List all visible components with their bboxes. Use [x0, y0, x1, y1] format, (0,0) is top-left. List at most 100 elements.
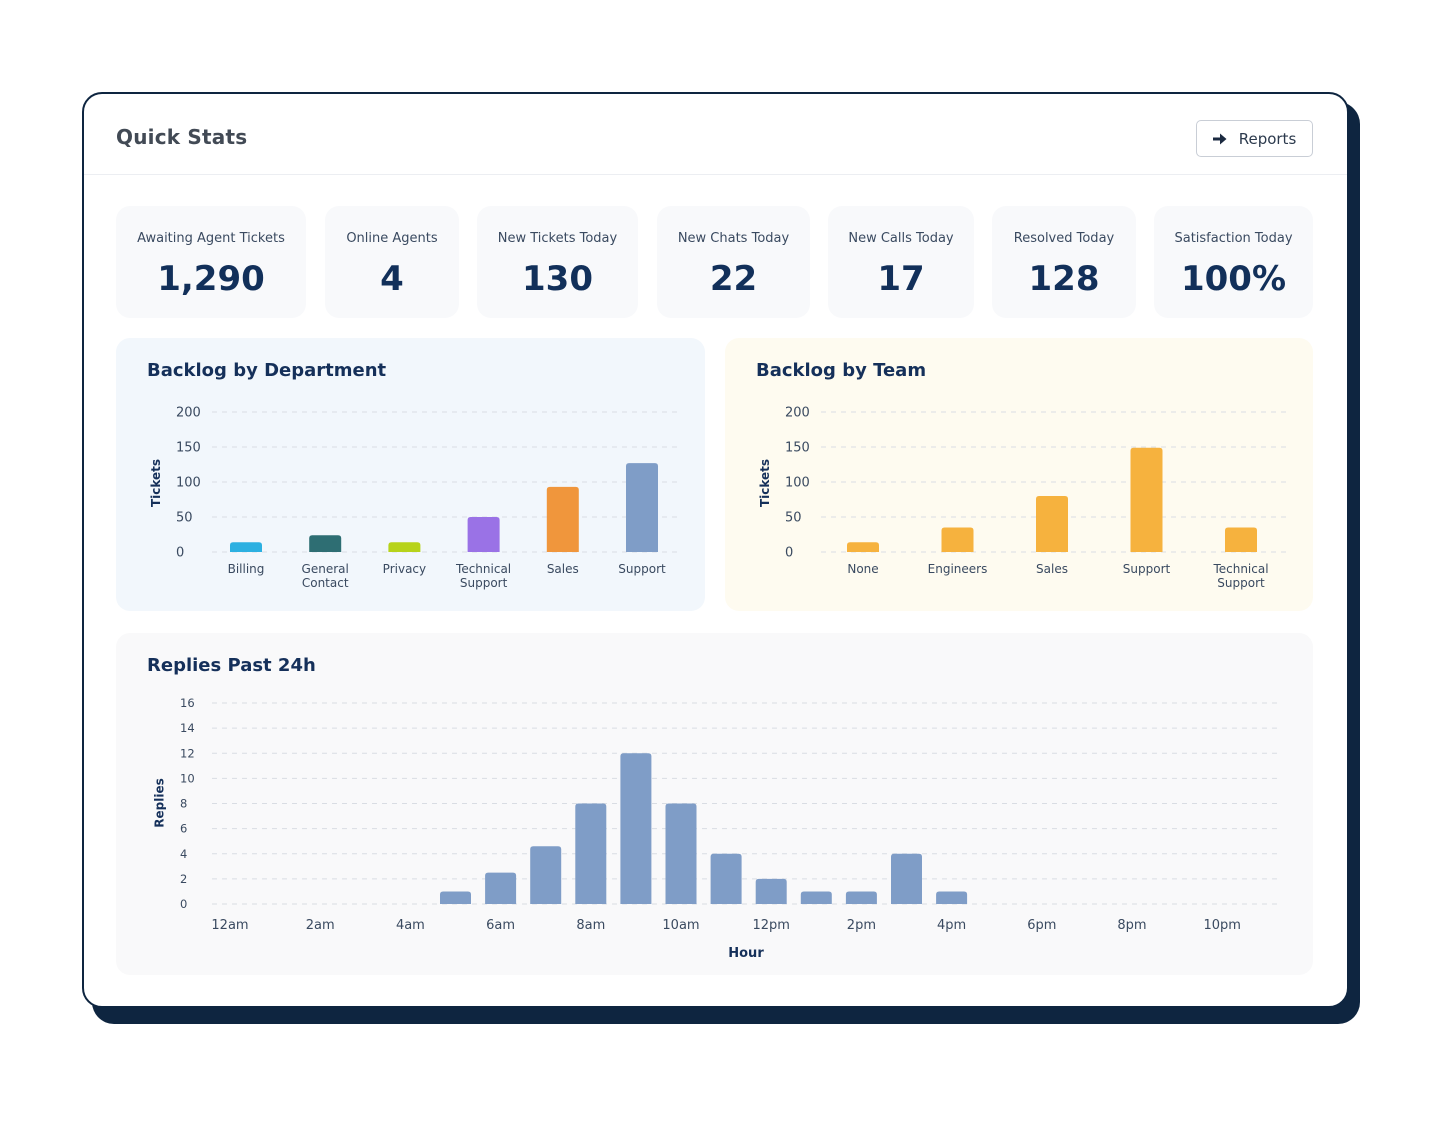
x-tick-label: Billing — [228, 562, 265, 576]
reports-button[interactable]: Reports — [1196, 120, 1313, 157]
x-tick-label: Contact — [302, 576, 349, 590]
x-tick-label: Technical — [455, 562, 511, 576]
y-tick-label: 0 — [785, 546, 793, 561]
reports-button-label: Reports — [1238, 129, 1297, 148]
bar — [388, 542, 421, 552]
backlog-by-department-panel: Backlog by Department Tickets 0 50 100 150 2… — [116, 338, 705, 611]
x-tick-label: Support — [1217, 576, 1265, 590]
bar — [847, 542, 879, 552]
bar — [620, 753, 652, 904]
panel-title: Replies Past 24h — [147, 655, 316, 676]
quick-stats-card: Quick Stats Reports Awaiting Agent Ticke… — [82, 92, 1349, 1008]
stat-card-awaiting-agent-tickets[interactable]: Awaiting Agent Tickets 1,290 — [116, 206, 306, 318]
stat-card-online-agents[interactable]: Online Agents 4 — [325, 206, 459, 318]
y-tick-label: 12 — [180, 746, 195, 760]
bar — [230, 542, 262, 552]
stat-label: Satisfaction Today — [1174, 231, 1293, 246]
stat-card-new-tickets-today[interactable]: New Tickets Today 130 — [477, 206, 638, 318]
y-tick-label: 100 — [785, 476, 810, 491]
x-tick-label: 2am — [306, 918, 335, 933]
y-tick-label: 150 — [176, 441, 201, 456]
panel-title: Backlog by Department — [147, 360, 387, 381]
stat-card-satisfaction-today[interactable]: Satisfaction Today 100% — [1154, 206, 1313, 318]
x-tick-label: 6pm — [1027, 918, 1056, 933]
bar — [575, 803, 607, 904]
bar — [467, 517, 500, 552]
replies-past-24h-panel: Replies Past 24h Replies 0 2 4 6 8 10 12 14 16 12… — [116, 633, 1313, 975]
stat-label: Online Agents — [346, 231, 438, 246]
stat-label: New Calls Today — [848, 231, 954, 246]
stat-label: Awaiting Agent Tickets — [137, 231, 285, 246]
y-tick-label: 200 — [785, 406, 810, 421]
x-tick-label: Support — [1123, 562, 1171, 576]
y-tick-label: 150 — [785, 441, 810, 456]
y-tick-label: 50 — [176, 511, 193, 526]
stat-label: New Chats Today — [677, 231, 790, 246]
stat-value: 22 — [709, 259, 758, 299]
bar — [485, 872, 517, 904]
x-tick-label: 8pm — [1117, 918, 1146, 933]
x-tick-label: Support — [618, 562, 666, 576]
stat-card-new-calls-today[interactable]: New Calls Today 17 — [828, 206, 974, 318]
stat-label: New Tickets Today — [497, 231, 618, 246]
y-tick-label: 8 — [180, 797, 187, 811]
stat-card-new-chats-today[interactable]: New Chats Today 22 — [657, 206, 810, 318]
y-tick-label: 4 — [180, 847, 187, 861]
y-tick-label: 6 — [180, 822, 187, 836]
bar — [800, 891, 832, 904]
card-header: Quick Stats Reports — [84, 94, 1347, 175]
y-tick-label: 2 — [180, 872, 187, 886]
x-tick-label: 2pm — [847, 918, 876, 933]
y-tick-label: 0 — [176, 546, 184, 561]
bar — [546, 486, 579, 552]
card-title: Quick Stats — [116, 125, 248, 149]
stat-card-resolved-today[interactable]: Resolved Today 128 — [992, 206, 1136, 318]
bar — [1130, 447, 1163, 552]
stat-value: 4 — [380, 259, 404, 299]
y-tick-label: 10 — [180, 771, 195, 785]
x-tick-label: Privacy — [383, 562, 426, 576]
bar — [936, 891, 968, 904]
y-tick-label: 0 — [180, 897, 187, 911]
x-axis-title: Hour — [728, 946, 764, 961]
replies-bar-chart: 0 2 4 6 8 10 12 14 16 12am 2am 4am 6am 8am 10am 12pm 2pm… — [180, 696, 1281, 961]
bar — [1036, 496, 1068, 552]
x-tick-label: Engineers — [928, 562, 988, 576]
y-tick-label: 16 — [180, 696, 195, 710]
x-tick-label: Sales — [1036, 562, 1068, 576]
bar — [665, 803, 697, 904]
y-tick-label: 100 — [176, 476, 201, 491]
bar — [530, 846, 562, 904]
bar — [710, 853, 742, 904]
y-tick-label: 14 — [180, 721, 195, 735]
bar — [941, 527, 974, 552]
x-tick-label: 12pm — [752, 918, 789, 933]
bar — [845, 891, 877, 904]
x-tick-label: 4pm — [937, 918, 966, 933]
x-tick-label: Support — [460, 576, 508, 590]
bar — [1225, 527, 1257, 552]
bar — [309, 535, 342, 552]
y-tick-label: 50 — [785, 511, 802, 526]
bar — [891, 853, 922, 904]
y-tick-label: 200 — [176, 406, 201, 421]
stat-value: 1,290 — [157, 259, 265, 299]
bar — [755, 878, 787, 904]
stat-value: 100% — [1180, 259, 1287, 299]
x-tick-label: 10am — [662, 918, 699, 933]
x-tick-label: General — [302, 562, 349, 576]
x-tick-label: Sales — [547, 562, 579, 576]
backlog-by-team-panel: Backlog by Team Tickets 0 50 100 150 200 None… — [725, 338, 1313, 611]
stat-value: 17 — [877, 259, 925, 299]
x-tick-label: 6am — [486, 918, 515, 933]
x-tick-label: 8am — [576, 918, 605, 933]
stat-label: Resolved Today — [1013, 231, 1115, 246]
bar — [440, 891, 471, 904]
stat-value: 130 — [522, 259, 593, 299]
x-tick-label: 10pm — [1203, 918, 1240, 933]
panel-title: Backlog by Team — [756, 360, 927, 381]
bar — [626, 463, 658, 552]
x-tick-label: Technical — [1212, 562, 1268, 576]
